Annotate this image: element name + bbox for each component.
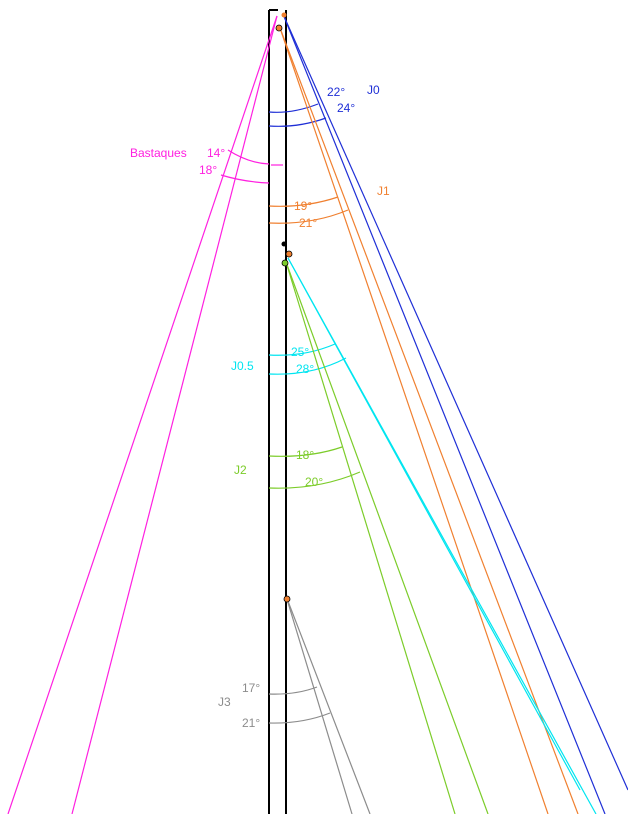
j0-label: J0 — [367, 83, 380, 97]
j3-angle-21: 21° — [242, 716, 260, 730]
j2-label: J2 — [234, 463, 247, 477]
bastaque-line-1 — [7, 15, 278, 814]
j3-line-2 — [285, 595, 371, 814]
j2-angle-18: 18° — [296, 448, 314, 462]
bastaque-angle-18: 18° — [199, 163, 217, 177]
mast-fitting-tab — [281, 241, 287, 247]
bastaque-angle-14: 14° — [207, 146, 225, 160]
j3-arc-17 — [268, 686, 318, 695]
j0-angle-22: 22° — [327, 85, 345, 99]
j2-fitting — [281, 259, 289, 267]
j2-angle-20: 20° — [305, 475, 323, 489]
j0-line-1 — [282, 13, 606, 814]
j05-arc-28 — [268, 357, 347, 375]
bastaques-group: Bastaques 14° 18° — [7, 15, 283, 814]
j1-arc-19 — [268, 196, 339, 207]
j2-line-1 — [285, 261, 456, 814]
j3-angle-17: 17° — [242, 681, 260, 695]
j1-angle-19: 19° — [294, 199, 312, 213]
mast-fitting-j0 — [281, 12, 287, 18]
bastaque-line-2 — [71, 15, 278, 814]
mast — [268, 9, 287, 814]
j05-label: J0.5 — [231, 359, 254, 373]
j3-label: J3 — [218, 695, 231, 709]
bastaque-arc-14 — [227, 149, 270, 165]
j3-arc-21 — [268, 712, 331, 724]
j3-fitting — [283, 595, 291, 603]
j1-label: J1 — [377, 184, 390, 198]
bastaque-arc-18 — [220, 174, 270, 184]
j1-arc-21 — [268, 209, 349, 224]
j3-group: 17° 21° J3 — [218, 595, 371, 814]
j05-angle-28: 28° — [296, 362, 314, 376]
j1-line-2 — [279, 27, 579, 814]
j1-fitting-top — [275, 24, 283, 32]
bastaques-label: Bastaques — [130, 146, 187, 160]
j2-group: 18° 20° J2 — [234, 259, 489, 814]
j3-line-1 — [285, 595, 353, 814]
j0-arc-22 — [268, 103, 319, 113]
j1-fitting-mid — [285, 250, 293, 258]
j0-group: 22° 24° J0 — [268, 13, 628, 814]
j05-angle-25: 25° — [291, 345, 309, 359]
j2-line-2 — [285, 261, 489, 814]
j1-line-1 — [279, 27, 549, 814]
j05-arc-25 — [268, 343, 336, 356]
j05-group: 25° 28° J0.5 — [231, 257, 597, 814]
j1-angle-21: 21° — [299, 216, 317, 230]
j0-angle-24: 24° — [337, 101, 355, 115]
j2-arc-20 — [268, 471, 361, 489]
j0-arc-24 — [268, 117, 327, 127]
j2-arc-18 — [268, 446, 343, 457]
j1-group: 19° 21° J1 — [268, 24, 579, 814]
j05-line-2 — [287, 257, 597, 814]
j0-line-2 — [282, 13, 628, 791]
